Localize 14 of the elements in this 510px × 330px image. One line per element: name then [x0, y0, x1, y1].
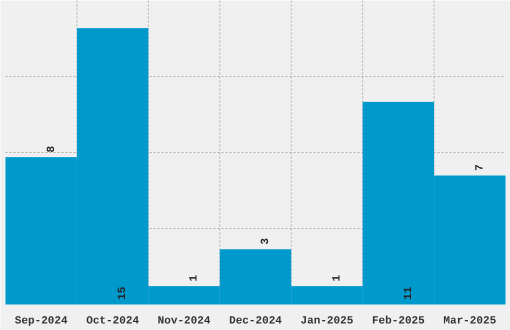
data-label: 3: [260, 238, 272, 245]
x-tick-label: Feb-2025: [372, 316, 426, 328]
data-label: 11: [402, 286, 415, 300]
data-label: 15: [117, 286, 130, 300]
x-tick-label: Jan-2025: [300, 316, 354, 328]
x-tick-label: Nov-2024: [158, 316, 211, 328]
data-label: 1: [332, 274, 344, 282]
x-tick-label: Sep-2024: [14, 316, 68, 328]
x-tick-label: Oct-2024: [86, 316, 140, 328]
data-label: 7: [474, 164, 486, 171]
data-label: 1: [188, 274, 201, 282]
x-tick-label: Dec-2024: [229, 316, 282, 328]
data-label: 8: [46, 146, 58, 152]
x-tick-label: Mar-2025: [443, 316, 497, 328]
